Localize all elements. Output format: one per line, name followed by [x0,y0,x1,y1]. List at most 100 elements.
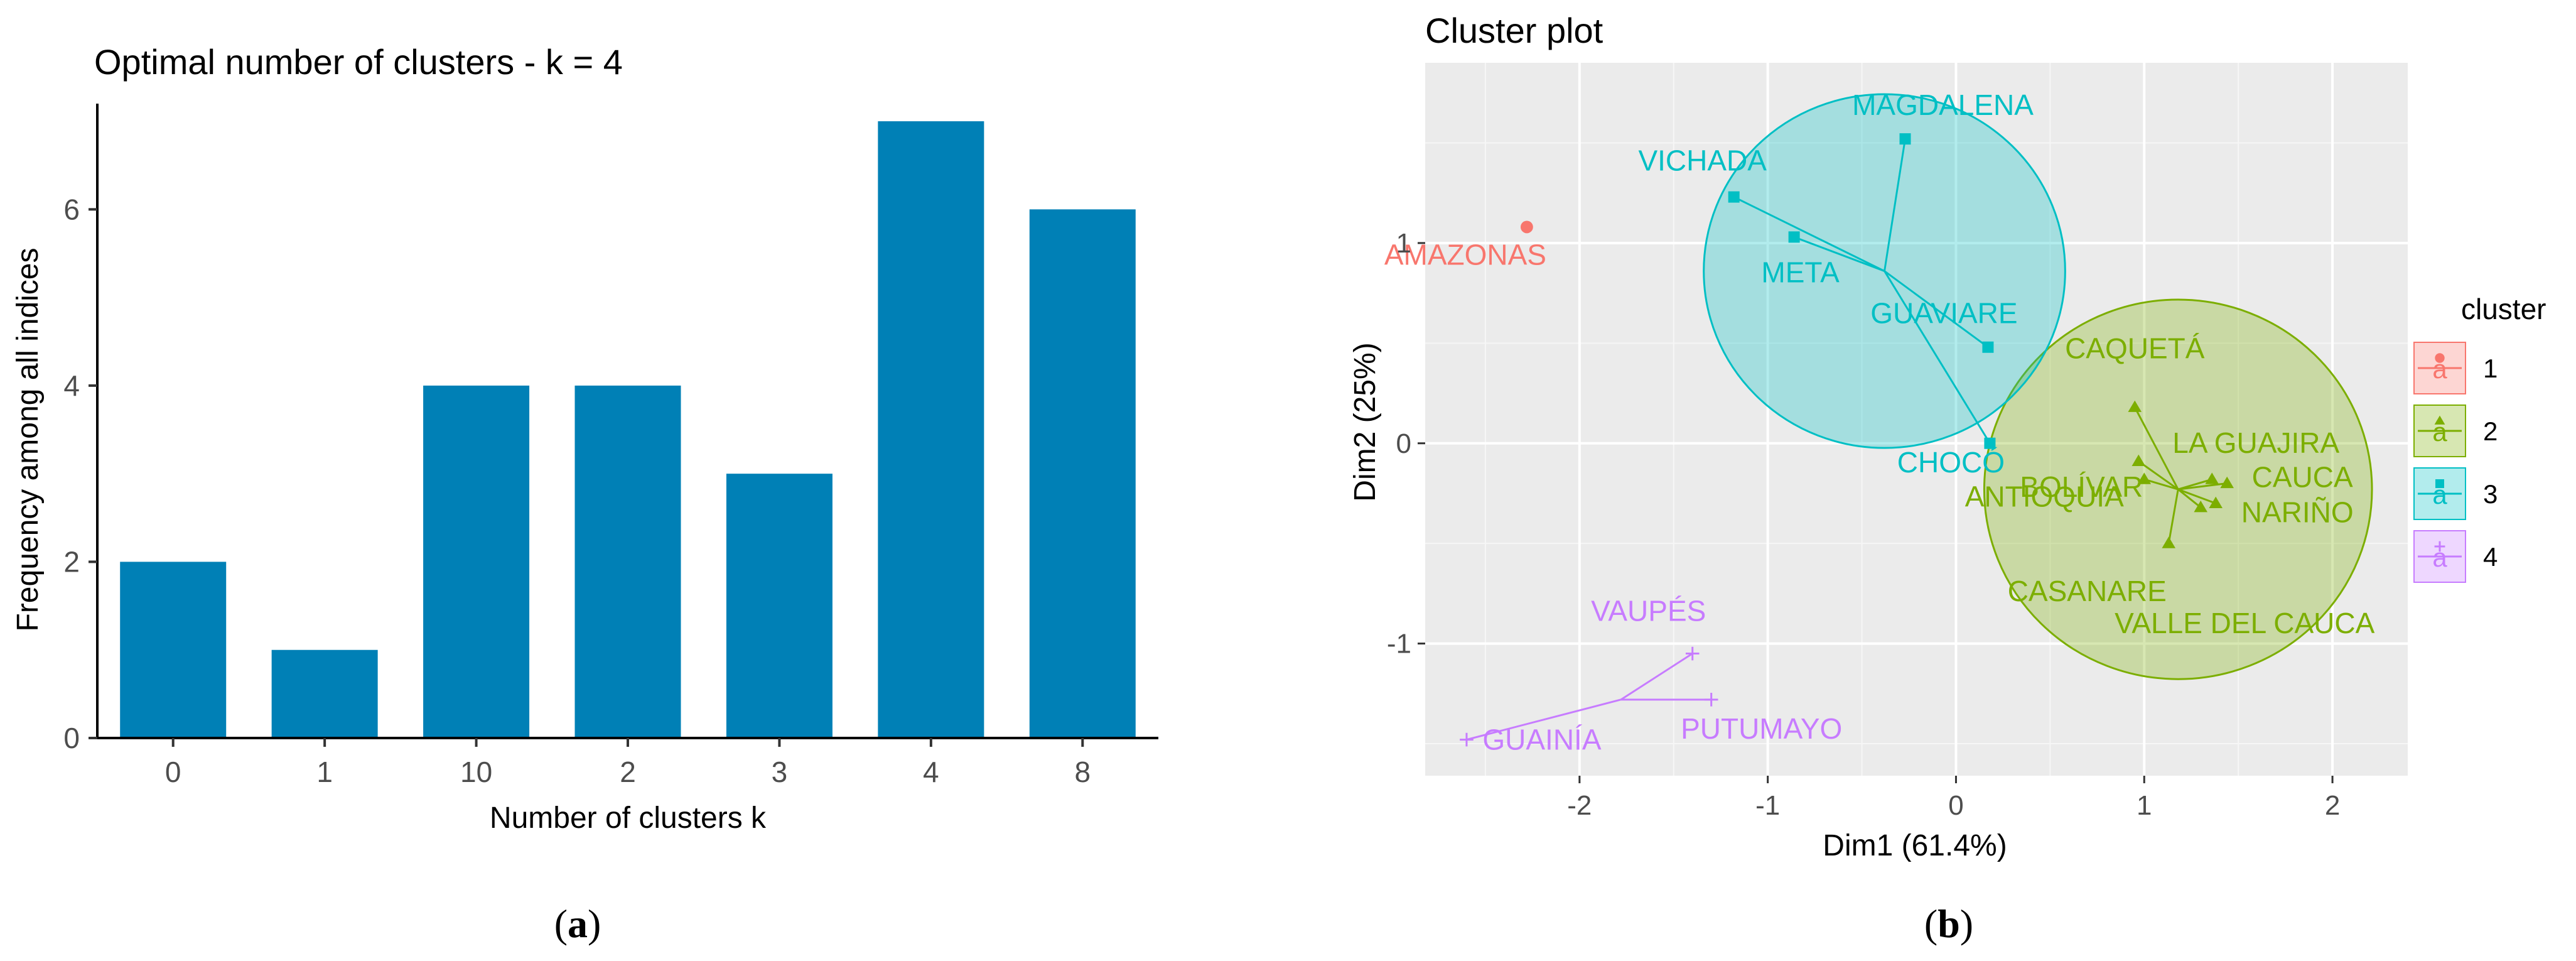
point-label: AMAZONAS [1384,238,1546,271]
panel-a-bar-chart: Optimal number of clusters - k = 4 0246 … [11,42,1158,835]
bar-2 [574,385,681,738]
point-meta [1788,231,1800,243]
bar-8 [1029,209,1136,738]
cluster-4-spoke [1466,698,1622,741]
point-amazonas [1520,220,1533,234]
cluster-2-spoke [2177,478,2212,491]
point-label: VICHADA [1638,144,1767,177]
bar-chart-x-axis-label: Number of clusters k [490,801,767,835]
x-tick-label: 2 [2325,790,2340,821]
point-label: LA GUAJIRA [2172,426,2339,459]
cluster-2-spoke [2167,489,2179,544]
panel-b-caption: (b) [1924,901,1973,946]
point-label: CAQUETÁ [2065,332,2205,364]
point-label: CHOCÓ [1897,446,2005,479]
cluster-3-spoke [1883,270,1989,348]
point-guaviare [1982,341,1994,353]
point-choc- [1984,437,1996,449]
cluster-plot-y-axis-label: Dim2 (25%) [1349,342,1382,501]
bar-1 [271,649,378,738]
point-bol-var [2137,472,2152,484]
cluster-legend-title: cluster [2461,293,2546,325]
point-label: CASANARE [2008,575,2167,607]
panel-a-caption: (a) [554,901,601,946]
point-casanare [2162,536,2176,548]
cluster-plot-ticks: -2 -1 0 1 2 -1 0 1 [1387,228,2340,821]
cluster-2-spoke [2177,488,2216,504]
y-tick-label: -1 [1387,629,1411,660]
cluster-legend: cluster a 1a 2a 3a 4 [2413,293,2546,583]
point-valle-del-cauca [2194,500,2208,513]
point-vichada [1728,191,1740,203]
cluster-plot-panel-background [1425,63,2408,776]
bar-10 [423,385,530,738]
x-tick-label: 1 [316,756,333,788]
cluster-2-spoke [2177,488,2202,508]
cluster-2-spoke [2178,482,2228,491]
legend-key-marker [2435,479,2444,488]
legend-key-marker [2435,353,2445,363]
point-cauca [2220,476,2234,489]
y-tick-label: 1 [1396,228,1411,259]
legend-item-label: 3 [2483,479,2498,509]
point-label: CAUCA [2252,461,2353,494]
legend-item-label: 1 [2483,354,2498,383]
bar-4 [878,121,984,739]
point-label: ANTIOQUIA [1965,480,2124,513]
point-label: VAUPÉS [1591,595,1706,627]
point-antioquia [2131,454,2146,467]
point-label: MAGDALENA [1852,89,2034,121]
bar-chart-x-ticks: 0 1 10 2 3 4 8 [165,738,1091,788]
point-vaup-s [1685,646,1700,661]
point-putumayo [1704,693,1718,707]
x-tick-label: 1 [2137,790,2152,821]
x-tick-label: 0 [1948,790,1963,821]
point-label: VALLE DEL CAUCA [2115,607,2374,639]
y-tick-label: 0 [63,722,80,754]
x-tick-label: 3 [772,756,788,788]
cluster-plot-title: Cluster plot [1425,11,1603,50]
x-tick-label: 10 [460,756,492,788]
bar-chart-y-ticks: 0 2 4 6 [63,193,97,754]
cluster-4-spoke [1620,653,1693,701]
legend-key-marker [2434,415,2445,425]
cluster-3-spoke [1883,270,1991,444]
point-label: NARIÑO [2241,496,2354,528]
point-label: GUAVIARE [1870,297,2017,330]
bar-chart-title: Optimal number of clusters - k = 4 [94,42,623,82]
point-label: META [1761,256,1840,288]
x-tick-label: 8 [1074,756,1091,788]
point-nari-o [2209,496,2223,508]
cluster-plot-grid [1425,63,2408,776]
point-label: BOLÍVAR [2020,470,2143,503]
cluster-2-spoke [2133,406,2179,490]
bar-series [120,121,1136,739]
legend-item-label: 2 [2483,416,2498,446]
bar-chart-y-axis-label: Frequency among all indices [11,248,45,632]
x-tick-label: -2 [1567,790,1592,821]
y-tick-label: 0 [1396,428,1411,459]
cluster-3-spoke [1733,196,1885,272]
y-tick-label: 6 [63,193,80,225]
x-tick-label: 4 [923,756,939,788]
cluster-3-spoke [1794,236,1885,272]
cluster-2-spoke [2143,478,2179,491]
point-guain-a [1460,732,1474,747]
cluster-plot-x-axis-label: Dim1 (61.4%) [1823,829,2007,862]
x-tick-label: 0 [165,756,181,788]
bar-0 [120,562,227,738]
bar-3 [726,474,833,738]
point-caquet- [2128,400,2142,412]
y-tick-label: 4 [63,369,80,402]
x-tick-label: 2 [620,756,636,788]
point-label: PUTUMAYO [1681,712,1842,745]
legend-key-marker [2434,541,2445,552]
x-tick-label: -1 [1755,790,1780,821]
cluster-3-spoke [1883,138,1906,271]
point-magdalena [1899,133,1911,145]
y-tick-label: 2 [63,545,80,578]
point-label: GUAINÍA [1482,724,1601,756]
